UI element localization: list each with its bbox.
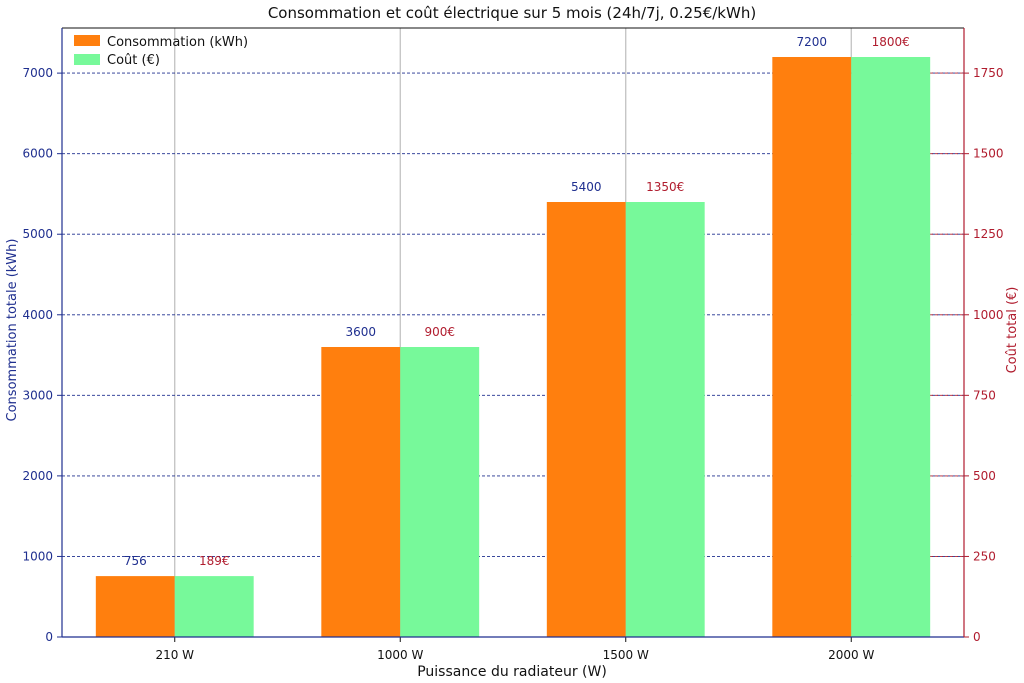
bar-consommation: [546, 202, 626, 637]
y-right-tick-label: 500: [973, 469, 996, 483]
y-left-tick-label: 0: [45, 630, 53, 644]
data-labels: 756 189€ 3600 900€ 5400 1350€ 7200 1800€: [124, 35, 910, 568]
bars: [95, 57, 931, 637]
legend-swatch-consommation: [74, 35, 100, 46]
y-left-tick-label: 3000: [22, 388, 53, 402]
data-label-consommation: 7200: [797, 35, 828, 49]
y-right-tick-label: 1250: [973, 227, 1004, 241]
data-label-consommation: 3600: [346, 325, 377, 339]
y-axis-right-label: Coût total (€): [1005, 287, 1020, 374]
y-left-tick-label: 4000: [22, 308, 53, 322]
y-axis-left-label: Consommation totale (kWh): [5, 239, 20, 422]
x-tick-label: 1500 W: [603, 648, 649, 662]
y-right-tick-label: 1750: [973, 66, 1004, 80]
data-label-cout: 189€: [199, 554, 230, 568]
y-right-tick-label: 750: [973, 388, 996, 402]
legend-label-cout: Coût (€): [107, 53, 160, 68]
y-right-tick-label: 250: [973, 549, 996, 563]
y-left-tick-label: 5000: [22, 227, 53, 241]
axes: 210 W 1000 W 1500 W 2000 W 0 1000 2000 3000 4000…: [22, 27, 1004, 662]
data-label-consommation: 5400: [571, 180, 602, 194]
data-label-consommation: 756: [124, 554, 147, 568]
chart-title: Consommation et coût électrique sur 5 mo…: [268, 4, 756, 22]
bar-consommation: [321, 347, 401, 637]
data-label-cout: 900€: [424, 325, 455, 339]
bar-cout: [625, 202, 705, 637]
bar-cout: [174, 576, 254, 637]
x-tick-label: 2000 W: [828, 648, 874, 662]
y-left-tick-label: 6000: [22, 147, 53, 161]
x-axis-label: Puissance du radiateur (W): [417, 664, 607, 680]
data-label-cout: 1800€: [872, 35, 910, 49]
bar-consommation: [772, 57, 852, 637]
legend-swatch-cout: [74, 54, 100, 65]
y-left-tick-label: 2000: [22, 469, 53, 483]
y-left-tick-label: 7000: [22, 66, 53, 80]
bar-cout: [851, 57, 931, 637]
y-left-tick-label: 1000: [22, 549, 53, 563]
bar-consommation: [95, 576, 175, 637]
y-right-tick-label: 0: [973, 630, 981, 644]
bar-cout: [400, 347, 480, 637]
y-right-tick-label: 1500: [973, 147, 1004, 161]
legend-label-consommation: Consommation (kWh): [107, 35, 248, 50]
x-tick-label: 1000 W: [377, 648, 423, 662]
data-label-cout: 1350€: [646, 180, 684, 194]
legend: Consommation (kWh) Coût (€): [74, 35, 248, 68]
y-right-tick-label: 1000: [973, 308, 1004, 322]
x-tick-label: 210 W: [155, 648, 194, 662]
